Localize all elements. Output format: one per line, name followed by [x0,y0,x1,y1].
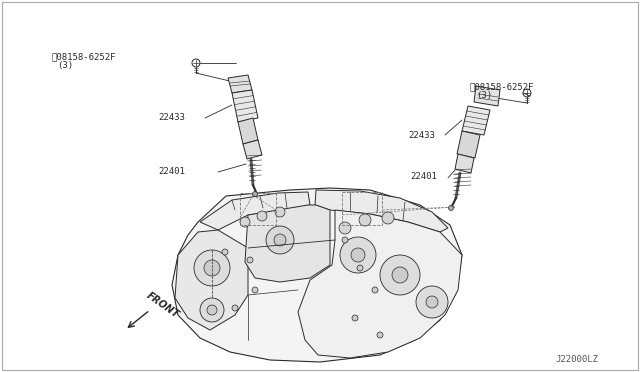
Text: J22000LZ: J22000LZ [555,355,598,364]
Text: (3): (3) [57,61,73,70]
Circle shape [359,214,371,226]
Circle shape [253,192,257,196]
Circle shape [449,205,454,211]
Polygon shape [243,140,262,159]
Circle shape [426,296,438,308]
Polygon shape [238,118,258,144]
Circle shape [380,255,420,295]
Text: 22401: 22401 [158,167,185,176]
Circle shape [377,332,383,338]
Circle shape [247,257,253,263]
Circle shape [352,315,358,321]
Circle shape [416,286,448,318]
Polygon shape [315,190,448,232]
Circle shape [275,207,285,217]
Circle shape [240,217,250,227]
Polygon shape [175,230,248,330]
Circle shape [192,59,200,67]
Circle shape [382,212,394,224]
Text: FRONT: FRONT [145,291,181,320]
Circle shape [257,211,267,221]
Circle shape [274,234,286,246]
Circle shape [340,237,376,273]
Polygon shape [457,131,480,158]
Polygon shape [245,205,330,282]
Circle shape [232,305,238,311]
Circle shape [357,265,363,271]
Text: Ⓑ08158-6252F: Ⓑ08158-6252F [51,52,115,61]
Text: Ⓑ08158-6252F: Ⓑ08158-6252F [470,82,534,91]
Polygon shape [232,90,258,122]
Circle shape [372,287,378,293]
Polygon shape [172,188,462,362]
Circle shape [342,237,348,243]
Text: (3): (3) [476,91,492,100]
Circle shape [204,260,220,276]
Polygon shape [200,192,310,230]
Circle shape [194,250,230,286]
Text: 22433: 22433 [158,113,185,122]
Polygon shape [474,86,500,106]
Polygon shape [298,210,462,358]
Circle shape [523,89,531,97]
Polygon shape [228,75,252,93]
Circle shape [351,248,365,262]
Circle shape [222,249,228,255]
Polygon shape [462,106,490,135]
Circle shape [252,287,258,293]
Text: 22433: 22433 [408,131,435,140]
Circle shape [207,305,217,315]
Circle shape [266,226,294,254]
Circle shape [200,298,224,322]
Circle shape [392,267,408,283]
Text: 22401: 22401 [410,172,437,181]
Circle shape [339,222,351,234]
Polygon shape [455,154,474,173]
